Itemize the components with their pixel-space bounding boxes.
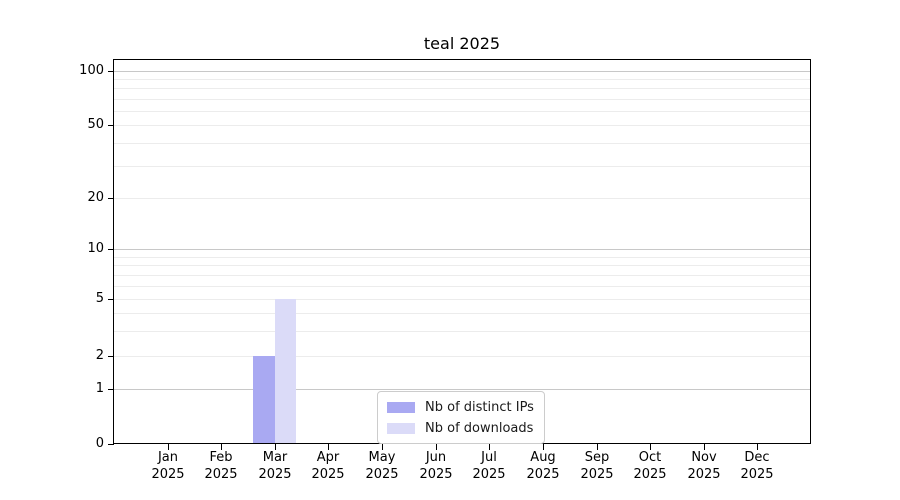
y-tick-label: 20	[87, 190, 104, 205]
legend: Nb of distinct IPs Nb of downloads	[377, 391, 545, 444]
x-tick-mark	[328, 444, 329, 450]
y-gridline-minor	[114, 285, 810, 287]
x-tick-mark	[650, 444, 651, 450]
y-tick-mark	[108, 356, 114, 357]
x-tick-mark	[757, 444, 758, 450]
x-tick-mark	[382, 444, 383, 450]
legend-item: Nb of distinct IPs	[387, 399, 534, 415]
x-tick-mark	[543, 444, 544, 450]
x-tick-label: Dec 2025	[740, 450, 774, 482]
legend-label: Nb of distinct IPs	[425, 399, 534, 415]
x-tick-mark	[168, 444, 169, 450]
y-tick-label: 10	[87, 241, 104, 256]
y-gridline-minor	[114, 256, 810, 258]
x-tick-mark	[436, 444, 437, 450]
y-tick-mark	[108, 71, 114, 72]
y-gridline-minor	[114, 312, 810, 314]
y-gridline-minor	[114, 98, 810, 100]
x-tick-mark	[275, 444, 276, 450]
y-tick-mark	[108, 198, 114, 199]
x-tick-mark	[221, 444, 222, 450]
y-tick-mark	[108, 125, 114, 126]
x-tick-label: Jan 2025	[151, 450, 185, 482]
x-tick-label: Nov 2025	[687, 450, 721, 482]
y-tick-mark	[108, 249, 114, 250]
chart-title: teal 2025	[423, 34, 501, 53]
y-gridline-major	[114, 249, 810, 250]
y-gridline-minor	[114, 142, 810, 144]
y-gridline-minor	[114, 88, 810, 90]
bar-nb-of-downloads	[274, 299, 297, 444]
y-tick-label: 2	[95, 348, 104, 363]
y-tick-mark	[108, 299, 114, 300]
legend-swatch	[387, 401, 415, 413]
y-gridline-minor	[114, 274, 810, 276]
y-gridline-minor	[114, 165, 810, 167]
y-gridline-minor	[114, 299, 810, 300]
x-tick-label: Mar 2025	[258, 450, 292, 482]
y-gridline-major	[114, 71, 810, 72]
plot-area-border	[113, 59, 811, 444]
x-tick-label: Jun 2025	[419, 450, 453, 482]
x-tick-label: Sep 2025	[580, 450, 614, 482]
y-tick-label: 100	[79, 63, 104, 78]
x-tick-label: Feb 2025	[204, 450, 238, 482]
y-gridline-minor	[114, 79, 810, 81]
x-tick-mark	[704, 444, 705, 450]
y-tick-mark	[108, 444, 114, 445]
bar-nb-of-distinct-ips	[253, 355, 275, 444]
x-tick-label: May 2025	[365, 450, 399, 482]
y-gridline-minor	[114, 125, 810, 126]
x-tick-label: Jul 2025	[472, 450, 506, 482]
legend-label: Nb of downloads	[425, 420, 534, 436]
y-gridline-minor	[114, 198, 810, 199]
y-gridline-major	[114, 389, 810, 390]
y-gridline-minor	[114, 330, 810, 332]
y-gridline-minor	[114, 110, 810, 112]
legend-item: Nb of downloads	[387, 420, 534, 436]
y-gridline-minor	[114, 355, 810, 357]
y-tick-label: 1	[95, 381, 104, 396]
x-tick-label: Oct 2025	[633, 450, 667, 482]
x-tick-label: Apr 2025	[311, 450, 345, 482]
legend-swatch	[387, 422, 415, 434]
y-gridline-minor	[114, 265, 810, 267]
x-tick-mark	[489, 444, 490, 450]
x-tick-mark	[597, 444, 598, 450]
y-tick-mark	[108, 389, 114, 390]
x-tick-label: Aug 2025	[526, 450, 560, 482]
y-tick-label: 0	[95, 436, 104, 451]
y-tick-label: 50	[87, 117, 104, 132]
y-tick-label: 5	[95, 291, 104, 306]
